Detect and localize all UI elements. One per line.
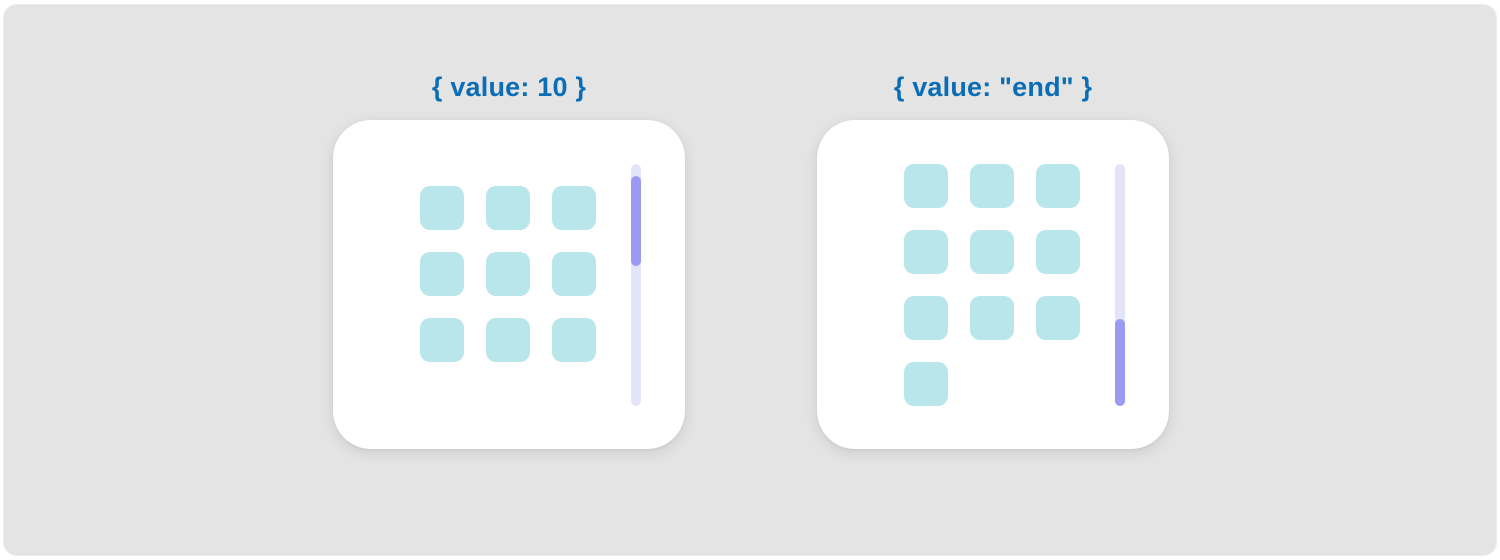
grid-viewport[interactable] (420, 164, 598, 406)
grid-item[interactable] (970, 164, 1014, 208)
grid-item[interactable] (552, 251, 596, 296)
grid-item[interactable] (420, 185, 464, 230)
grid-item[interactable] (1036, 296, 1080, 340)
scrollbar-thumb[interactable] (631, 176, 641, 266)
panel-label-value-end: { value: "end" } (893, 72, 1093, 102)
grid-item[interactable] (552, 185, 596, 230)
grid-item[interactable] (904, 362, 948, 406)
grid-item[interactable] (486, 185, 530, 230)
grid-item[interactable] (1036, 164, 1080, 208)
scroll-container-value-10 (333, 120, 685, 449)
grid-item[interactable] (420, 251, 464, 296)
scrollbar-thumb[interactable] (1115, 318, 1125, 406)
grid-item[interactable] (420, 317, 464, 362)
grid-item[interactable] (552, 317, 596, 362)
scrollbar-track[interactable] (631, 164, 641, 406)
diagram-canvas: { value: 10 } { value: "end" } (3, 4, 1497, 556)
grid-item[interactable] (486, 251, 530, 296)
grid-item[interactable] (486, 317, 530, 362)
grid-item[interactable] (904, 164, 948, 208)
panel-label-value-10: { value: 10 } (431, 72, 587, 102)
scroll-container-value-end (817, 120, 1169, 449)
grid-item[interactable] (904, 230, 948, 274)
scrollbar-track[interactable] (1115, 164, 1125, 406)
grid-viewport[interactable] (904, 164, 1082, 406)
grid-item[interactable] (1036, 230, 1080, 274)
grid-item[interactable] (904, 296, 948, 340)
grid-item[interactable] (970, 296, 1014, 340)
grid-item[interactable] (970, 230, 1014, 274)
